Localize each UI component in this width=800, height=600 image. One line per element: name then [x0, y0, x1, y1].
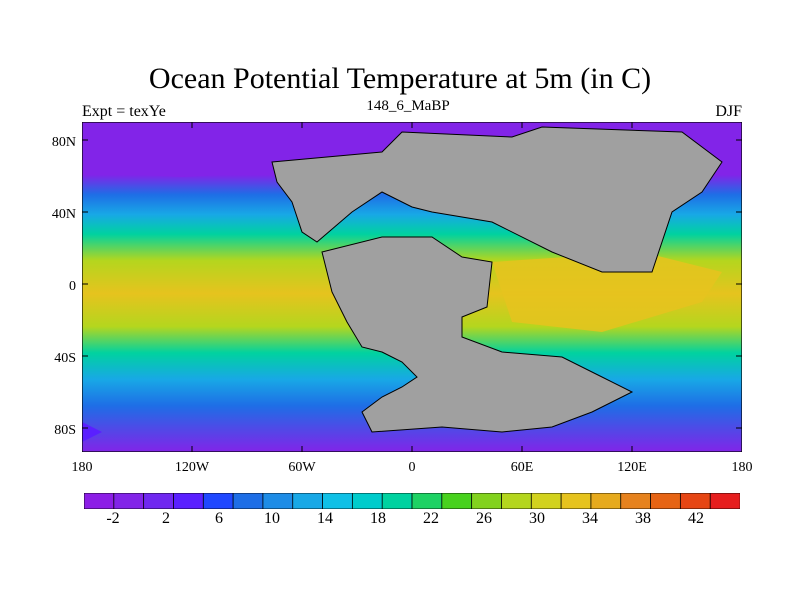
- y-tick-label-80s: 80S: [54, 423, 76, 438]
- experiment-label: Expt = texYe: [82, 103, 166, 120]
- colorbar-segment: [173, 493, 204, 509]
- x-tick-label-60e: 60E: [510, 460, 534, 475]
- colorbar-label: 6: [215, 510, 223, 527]
- x-tick-label-120e: 120E: [617, 460, 647, 475]
- colorbar-segment: [530, 493, 562, 509]
- colorbar: [84, 493, 740, 509]
- colorbar-segment: [262, 493, 294, 509]
- colorbar-label: 38: [635, 510, 651, 527]
- y-tick-marks: [82, 139, 742, 429]
- colorbar-segment: [351, 493, 383, 509]
- colorbar-segment: [232, 493, 264, 509]
- x-tick-label-60w: 60W: [288, 460, 316, 475]
- colorbar-label: 18: [370, 510, 386, 527]
- land-north: [271, 126, 723, 273]
- colorbar-label: -2: [106, 510, 120, 527]
- x-tick-label-180w: 180: [71, 460, 93, 475]
- y-tick-label-80n: 80N: [51, 135, 76, 150]
- x-tick-label-180e: 180: [731, 460, 753, 475]
- colorbar-segment: [381, 493, 413, 509]
- colorbar-segment: [322, 493, 353, 509]
- season-label: DJF: [715, 103, 742, 120]
- colorbar-label: 34: [582, 510, 598, 527]
- colorbar-label: 42: [688, 510, 704, 527]
- y-tick-label-0: 0: [69, 279, 76, 294]
- colorbar-segment: [560, 493, 592, 509]
- colorbar-segment: [84, 493, 115, 509]
- colorbar-label: 2: [162, 510, 170, 527]
- y-tick-label-40n: 40N: [51, 207, 76, 222]
- colorbar-label: 14: [317, 510, 333, 527]
- colorbar-segment: [620, 493, 652, 509]
- y-tick-label-40s: 40S: [54, 351, 76, 366]
- warm-pool-region: [492, 252, 722, 332]
- colorbar-segment: [501, 493, 532, 509]
- colorbar-segment: [650, 493, 681, 509]
- x-tick-marks: [82, 122, 742, 452]
- temperature-map: [82, 122, 742, 452]
- colorbar-segment: [590, 493, 622, 509]
- x-tick-label-120w: 120W: [174, 460, 210, 475]
- colorbar-segment: [202, 493, 234, 509]
- colorbar-segment: [292, 493, 324, 509]
- colorbar-label: 30: [529, 510, 545, 527]
- colorbar-segment: [471, 493, 503, 509]
- land-south: [321, 236, 634, 433]
- colorbar-segment: [441, 493, 473, 509]
- colorbar-segment: [709, 493, 740, 509]
- timeslice-label: 148_6_MaBP: [366, 98, 450, 114]
- colorbar-segment: [113, 493, 145, 509]
- x-tick-label-0: 0: [408, 460, 416, 475]
- colorbar-label: 22: [423, 510, 439, 527]
- colorbar-label: 26: [476, 510, 492, 527]
- chart-title: Ocean Potential Temperature at 5m (in C): [148, 62, 652, 95]
- colorbar-segment: [679, 493, 711, 509]
- colorbar-segment: [143, 493, 175, 509]
- colorbar-segment: [411, 493, 443, 509]
- colorbar-label: 10: [264, 510, 280, 527]
- polar-ocean-south: [82, 422, 102, 442]
